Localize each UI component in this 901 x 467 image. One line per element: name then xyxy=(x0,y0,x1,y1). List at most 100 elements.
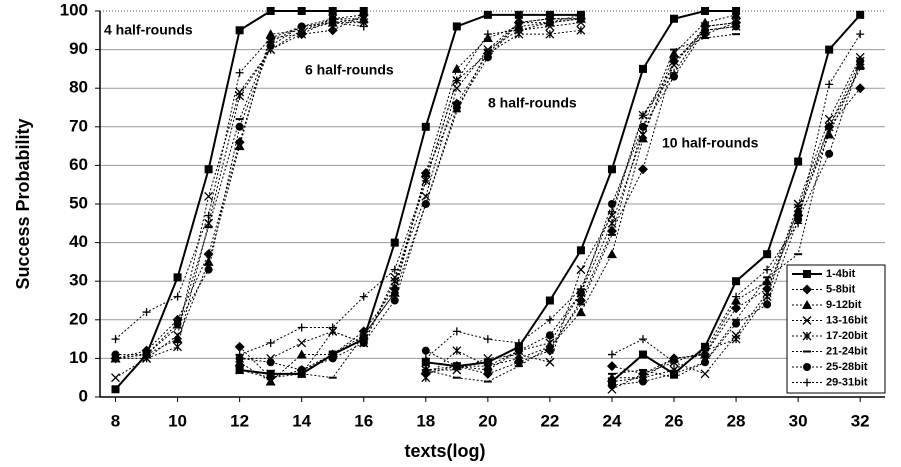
marker xyxy=(638,350,647,359)
legend-marker xyxy=(803,270,811,278)
marker xyxy=(173,292,182,301)
marker xyxy=(452,346,462,356)
marker xyxy=(607,207,616,216)
marker xyxy=(421,373,431,383)
marker xyxy=(576,10,585,19)
legend-marker xyxy=(803,378,811,387)
y-tick-label: 80 xyxy=(69,78,88,97)
marker xyxy=(265,29,276,39)
marker xyxy=(763,250,772,259)
marker xyxy=(607,200,616,208)
marker xyxy=(824,114,834,124)
marker xyxy=(235,122,244,131)
marker xyxy=(701,358,710,367)
marker xyxy=(111,350,120,359)
marker xyxy=(234,341,245,352)
marker xyxy=(327,25,338,36)
marker xyxy=(297,338,307,348)
marker xyxy=(731,9,742,19)
marker xyxy=(235,350,244,359)
marker xyxy=(390,276,400,286)
marker xyxy=(297,22,306,31)
marker xyxy=(297,365,306,374)
marker xyxy=(204,211,213,220)
marker xyxy=(794,157,803,166)
marker xyxy=(297,323,306,332)
marker xyxy=(483,353,493,363)
marker xyxy=(142,350,151,359)
marker xyxy=(732,277,741,286)
x-tick-label: 26 xyxy=(665,411,684,430)
marker xyxy=(421,176,430,185)
marker xyxy=(266,41,275,50)
marker xyxy=(763,265,772,274)
annotation: 8 half-rounds xyxy=(488,95,577,111)
marker xyxy=(203,256,214,266)
marker xyxy=(452,362,461,371)
marker xyxy=(575,295,586,306)
marker xyxy=(638,335,647,344)
marker xyxy=(420,168,431,178)
marker xyxy=(421,354,430,363)
marker xyxy=(669,48,680,58)
marker xyxy=(763,300,772,309)
marker xyxy=(203,249,214,260)
marker xyxy=(607,381,616,390)
legend-label: 1-4bit xyxy=(826,268,856,280)
legend-marker xyxy=(803,363,811,371)
marker xyxy=(670,68,679,77)
marker xyxy=(701,7,710,15)
legend-label: 9-12bit xyxy=(826,299,862,311)
legend-label: 5-8bit xyxy=(826,283,856,295)
series-line xyxy=(115,18,861,383)
x-tick-label: 16 xyxy=(354,411,373,430)
marker xyxy=(359,292,368,301)
marker xyxy=(204,265,213,274)
marker xyxy=(701,346,710,355)
marker xyxy=(483,365,492,374)
y-tick-label: 100 xyxy=(60,0,88,19)
series-line xyxy=(115,14,861,383)
marker xyxy=(204,191,214,201)
marker xyxy=(825,80,834,89)
marker xyxy=(452,76,461,85)
y-tick-label: 90 xyxy=(69,39,88,58)
x-tick-label: 18 xyxy=(416,411,435,430)
marker xyxy=(607,350,616,359)
marker xyxy=(483,30,492,39)
legend-marker xyxy=(802,331,812,341)
marker xyxy=(297,7,306,15)
x-tick-label: 14 xyxy=(292,411,311,430)
legend-label: 17-20bit xyxy=(826,330,868,342)
marker xyxy=(235,68,244,77)
legend-box xyxy=(786,264,886,394)
marker xyxy=(545,315,554,324)
legend-marker xyxy=(802,284,812,295)
marker xyxy=(638,377,647,386)
x-tick-label: 30 xyxy=(789,411,808,430)
marker xyxy=(266,369,276,379)
marker xyxy=(421,346,430,355)
marker xyxy=(265,376,276,386)
marker xyxy=(638,64,647,73)
marker xyxy=(545,29,555,39)
marker xyxy=(328,18,337,27)
y-tick-label: 30 xyxy=(69,271,88,290)
x-tick-label: 32 xyxy=(851,411,870,430)
marker xyxy=(328,323,337,332)
marker xyxy=(483,53,492,62)
annotation: 6 half-rounds xyxy=(305,62,394,78)
marker xyxy=(514,26,523,35)
marker xyxy=(545,18,554,27)
x-tick-label: 28 xyxy=(727,411,746,430)
marker xyxy=(638,111,647,120)
marker xyxy=(607,218,617,228)
marker xyxy=(670,358,679,367)
marker xyxy=(266,34,275,43)
marker xyxy=(421,122,430,131)
marker xyxy=(856,10,865,19)
marker xyxy=(731,303,742,314)
marker xyxy=(669,56,679,66)
x-tick-label: 10 xyxy=(168,411,187,430)
